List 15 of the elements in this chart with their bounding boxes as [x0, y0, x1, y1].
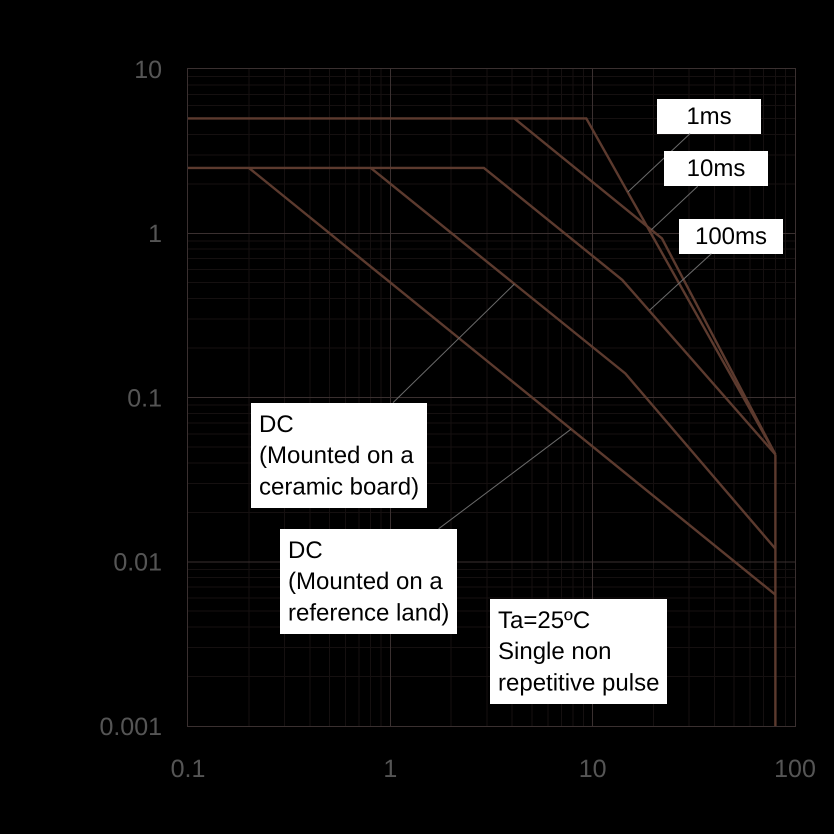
y-tick-label: 0.1 [127, 384, 162, 412]
annotation: 100ms [694, 223, 768, 250]
annotation: DC (Mounted on a reference land) [288, 537, 450, 626]
y-tick-label: 0.01 [113, 548, 162, 576]
x-tick-label: 100 [774, 755, 816, 783]
annotation: DC (Mounted on a ceramic board) [259, 411, 420, 500]
annotation: 10ms [686, 155, 746, 182]
annotation: 1ms [686, 103, 732, 130]
x-tick-label: 10 [578, 755, 607, 783]
x-tick-label: 0.1 [170, 755, 206, 783]
y-tick-label: 10 [134, 56, 162, 84]
x-tick-label: 1 [383, 755, 398, 783]
y-tick-label: 1 [148, 220, 162, 248]
y-tick-label: 0.001 [99, 712, 162, 741]
annotation: Ta=25ºC Single non repetitive pulse [498, 607, 660, 696]
